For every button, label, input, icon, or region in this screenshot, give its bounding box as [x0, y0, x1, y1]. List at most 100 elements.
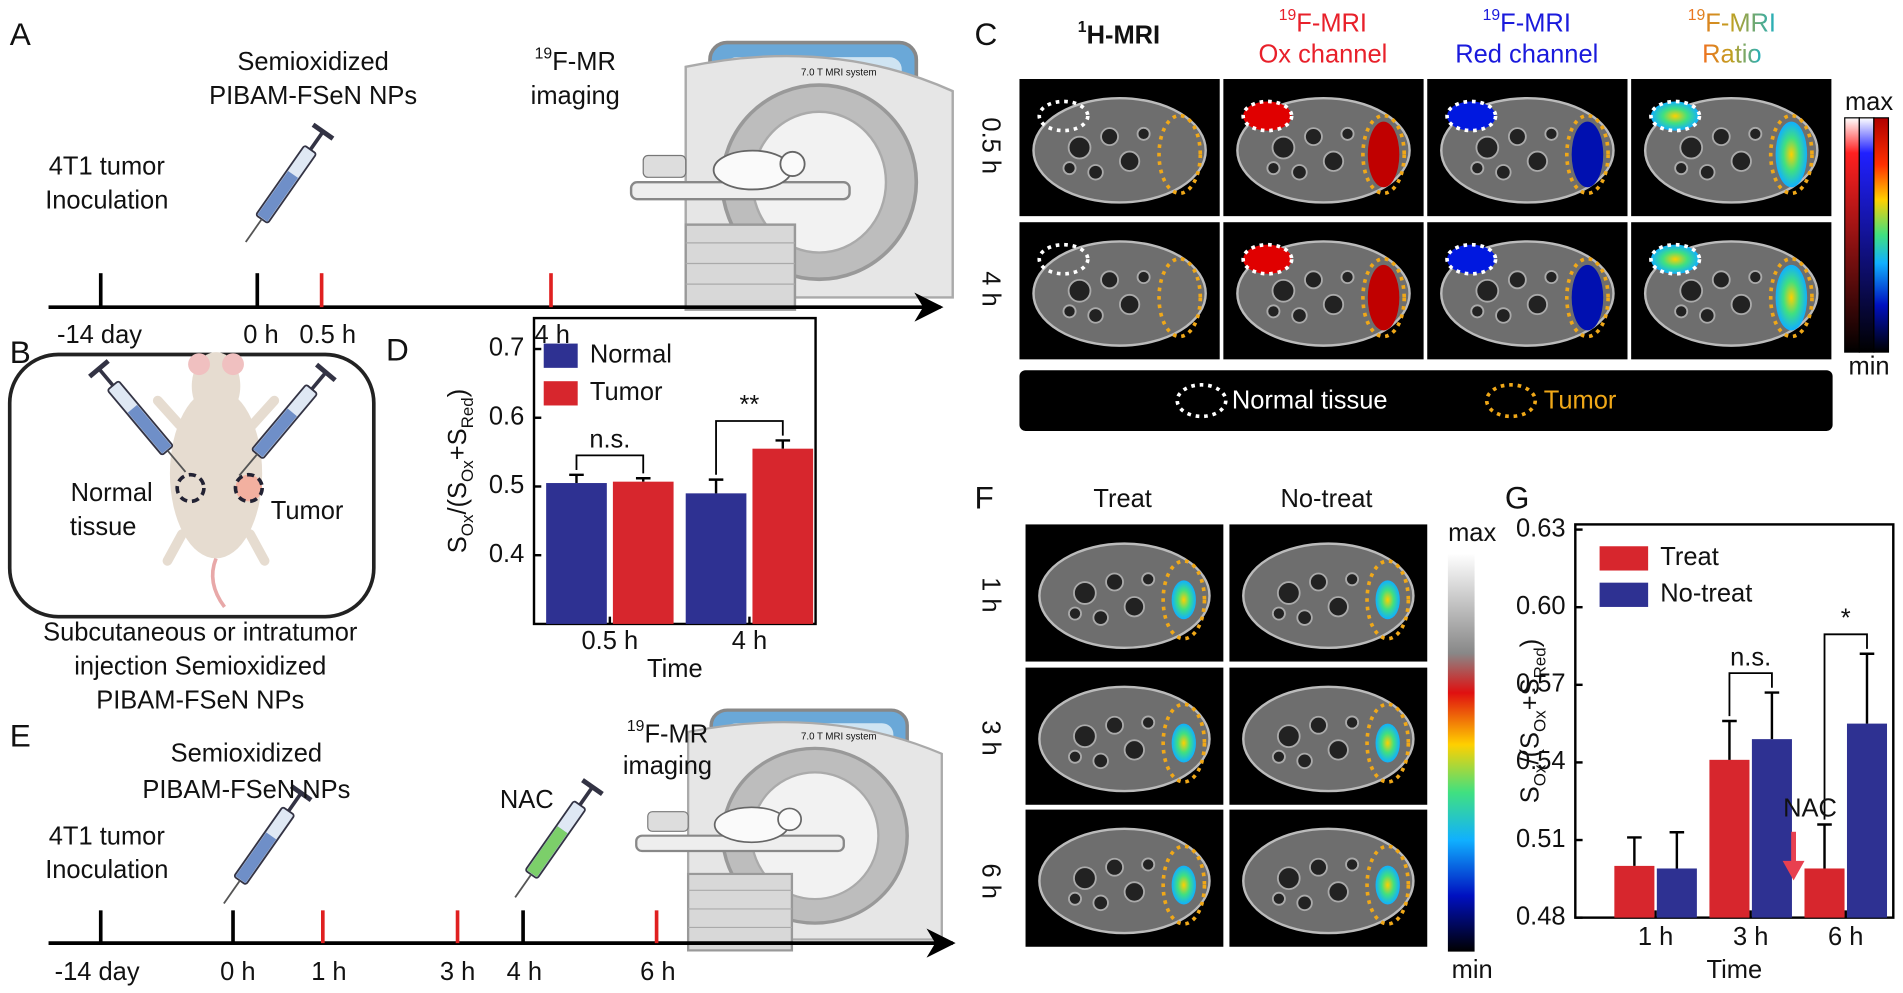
signal — [1775, 264, 1808, 331]
legend-label: Normal tissue — [1232, 387, 1388, 415]
text: PIBAM-FSeN NPs — [209, 82, 417, 110]
structure — [1296, 752, 1313, 770]
structure — [1296, 609, 1313, 626]
scale-label: max — [1448, 519, 1496, 547]
y-tick-label: 0.57 — [1516, 670, 1566, 698]
text: Inoculation — [45, 856, 168, 884]
signal — [1375, 580, 1400, 620]
structure — [1105, 715, 1124, 735]
legend-box — [1019, 370, 1833, 431]
text: 19F-MR — [535, 46, 616, 76]
text: imaging — [623, 752, 712, 780]
text: 19F-MR — [627, 718, 708, 748]
structure — [1699, 164, 1716, 181]
time-label: 6 h — [640, 958, 675, 986]
mri-image — [1025, 524, 1224, 662]
label-part: +S — [443, 428, 471, 460]
structure — [1711, 127, 1731, 147]
scanner-label: 7.0 T MRI system — [801, 731, 877, 742]
label-part: +S — [1516, 678, 1544, 710]
legend-swatch — [543, 381, 578, 406]
shape — [175, 472, 206, 504]
row-label: 6 h — [976, 864, 1004, 899]
shape: 19 — [535, 46, 553, 63]
color-scale — [1844, 117, 1860, 353]
bracket — [1728, 672, 1773, 717]
structure — [1118, 293, 1141, 316]
error-bar — [569, 473, 584, 484]
roi — [1361, 256, 1407, 339]
y-axis-label: SOx/(SOx+SRed) — [1516, 639, 1549, 804]
x-axis-label: Time — [1706, 956, 1762, 984]
error-bar — [775, 439, 791, 449]
structure — [1123, 596, 1145, 618]
structure — [1087, 307, 1104, 324]
roi — [1241, 99, 1294, 133]
structure — [1271, 135, 1296, 160]
mri-image — [1019, 79, 1220, 217]
structure — [1291, 164, 1308, 181]
structure — [1062, 161, 1077, 176]
mri-image — [1019, 222, 1220, 360]
text: 4T1 tumor — [49, 822, 166, 850]
structure — [1679, 278, 1704, 303]
time-label: 0 h — [220, 958, 255, 986]
structure — [1544, 126, 1559, 141]
mri-image — [1631, 79, 1832, 217]
label-part: Ox — [1531, 764, 1550, 786]
error-bar — [1764, 691, 1780, 740]
shape — [526, 826, 568, 878]
legend-swatch — [1599, 546, 1649, 571]
y-tick-label: 0.4 — [489, 540, 524, 568]
structure — [1304, 270, 1323, 290]
structure — [1309, 715, 1328, 735]
column-title: Ratio — [1702, 41, 1761, 69]
frame — [7, 352, 376, 619]
shape — [233, 472, 264, 504]
body — [1242, 685, 1415, 793]
shape — [188, 353, 210, 376]
bar — [1614, 865, 1655, 918]
structure — [1266, 304, 1281, 319]
structure — [1470, 161, 1485, 176]
structure — [1276, 866, 1301, 891]
row-label: 1 h — [976, 577, 1004, 612]
roi — [1768, 113, 1814, 196]
roi — [1649, 242, 1702, 276]
panel-label: E — [10, 717, 31, 753]
mri-image — [1427, 79, 1628, 217]
shape: 1 — [1078, 19, 1087, 36]
structure — [1327, 881, 1349, 903]
plot-frame — [532, 316, 817, 626]
bar — [546, 483, 607, 624]
column-title: Treat — [1093, 485, 1152, 513]
roi — [1037, 242, 1090, 276]
mri-image — [1223, 222, 1424, 360]
label-part: /(S — [1516, 732, 1544, 765]
shape — [1175, 383, 1228, 419]
structure — [1748, 270, 1763, 285]
signal — [1375, 865, 1400, 905]
structure — [1544, 270, 1559, 285]
column-title: 19F-MRI — [1688, 7, 1776, 37]
roi — [1161, 844, 1207, 926]
caption: PIBAM-FSeN NPs — [96, 686, 304, 714]
panel-label: D — [386, 331, 409, 367]
time-label: 0.5 h — [299, 321, 356, 349]
label-part: Ox — [458, 460, 477, 482]
structure — [1100, 270, 1119, 290]
bar — [1751, 739, 1792, 918]
annotation: NAC — [1783, 795, 1837, 823]
panel-label: C — [975, 16, 998, 52]
legend-swatch — [543, 343, 578, 368]
signal — [1650, 244, 1700, 274]
y-tick-label: 0.6 — [489, 402, 524, 430]
shape: 19 — [1483, 7, 1501, 24]
signal — [1571, 121, 1604, 188]
bracket — [1823, 633, 1868, 820]
panel-label: B — [10, 334, 31, 370]
signal — [1367, 264, 1400, 331]
shape: 19 — [627, 718, 645, 735]
